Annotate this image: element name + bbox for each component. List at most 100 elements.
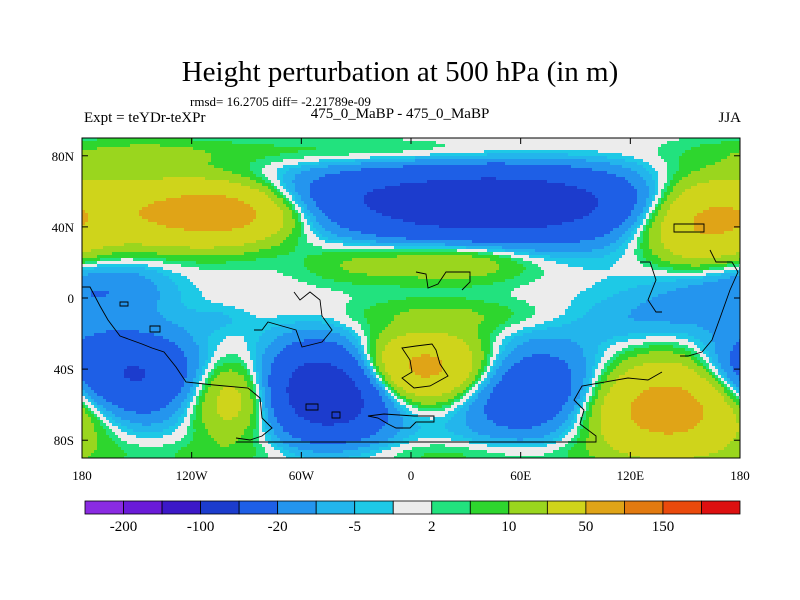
field-cell <box>463 186 466 189</box>
field-cell <box>556 174 559 177</box>
field-cell <box>469 201 472 204</box>
field-cell <box>322 204 325 207</box>
field-cell <box>607 180 610 183</box>
field-cell <box>361 150 364 153</box>
field-cell <box>472 147 475 150</box>
field-cell <box>463 177 466 180</box>
field-cell <box>475 195 478 198</box>
field-cell <box>406 156 409 159</box>
field-cell <box>163 189 166 192</box>
field-cell <box>694 138 697 141</box>
field-cell <box>262 162 265 165</box>
field-cell <box>418 174 421 177</box>
field-cell <box>709 138 712 141</box>
field-cell <box>688 147 691 150</box>
field-cell <box>541 177 544 180</box>
field-cell <box>130 192 133 195</box>
field-cell <box>613 138 616 141</box>
field-cell <box>82 153 85 156</box>
field-cell <box>646 147 649 150</box>
field-cell <box>685 141 688 144</box>
field-cell <box>637 141 640 144</box>
field-cell <box>118 165 121 168</box>
field-cell <box>544 138 547 141</box>
field-cell <box>133 195 136 198</box>
field-cell <box>157 180 160 183</box>
field-cell <box>577 165 580 168</box>
field-cell <box>355 171 358 174</box>
field-cell <box>535 162 538 165</box>
field-cell <box>511 147 514 150</box>
field-cell <box>514 150 517 153</box>
field-cell <box>646 153 649 156</box>
field-cell <box>397 177 400 180</box>
field-cell <box>430 180 433 183</box>
field-cell <box>391 204 394 207</box>
field-cell <box>256 150 259 153</box>
field-cell <box>259 180 262 183</box>
field-cell <box>163 180 166 183</box>
field-cell <box>232 150 235 153</box>
field-cell <box>439 168 442 171</box>
field-cell <box>508 153 511 156</box>
field-cell <box>547 195 550 198</box>
field-cell <box>643 168 646 171</box>
field-cell <box>511 183 514 186</box>
field-cell <box>367 144 370 147</box>
field-cell <box>85 195 88 198</box>
field-cell <box>607 156 610 159</box>
field-cell <box>589 177 592 180</box>
field-cell <box>154 153 157 156</box>
field-cell <box>469 171 472 174</box>
field-cell <box>412 174 415 177</box>
field-cell <box>124 177 127 180</box>
field-cell <box>175 144 178 147</box>
field-cell <box>97 186 100 189</box>
field-cell <box>493 141 496 144</box>
field-cell <box>343 174 346 177</box>
field-cell <box>190 162 193 165</box>
field-cell <box>664 165 667 168</box>
field-cell <box>313 159 316 162</box>
field-cell <box>160 156 163 159</box>
field-cell <box>625 138 628 141</box>
field-cell <box>172 153 175 156</box>
field-cell <box>268 183 271 186</box>
field-cell <box>214 192 217 195</box>
field-cell <box>313 156 316 159</box>
field-cell <box>232 201 235 204</box>
field-cell <box>448 204 451 207</box>
field-cell <box>442 165 445 168</box>
field-cell <box>547 171 550 174</box>
field-cell <box>358 144 361 147</box>
field-cell <box>163 201 166 204</box>
field-cell <box>433 141 436 144</box>
field-cell <box>241 150 244 153</box>
field-cell <box>661 147 664 150</box>
field-cell <box>238 192 241 195</box>
field-cell <box>604 192 607 195</box>
field-cell <box>445 177 448 180</box>
field-cell <box>724 183 727 186</box>
field-cell <box>424 144 427 147</box>
field-cell <box>226 153 229 156</box>
field-cell <box>676 198 679 201</box>
field-cell <box>103 150 106 153</box>
field-cell <box>709 165 712 168</box>
field-cell <box>454 168 457 171</box>
field-cell <box>262 177 265 180</box>
field-cell <box>532 192 535 195</box>
field-cell <box>415 141 418 144</box>
field-cell <box>610 186 613 189</box>
field-cell <box>103 198 106 201</box>
field-cell <box>199 165 202 168</box>
field-cell <box>619 171 622 174</box>
field-cell <box>475 147 478 150</box>
field-cell <box>238 165 241 168</box>
field-cell <box>613 195 616 198</box>
field-cell <box>709 177 712 180</box>
field-cell <box>679 168 682 171</box>
field-cell <box>205 183 208 186</box>
field-cell <box>322 159 325 162</box>
field-cell <box>373 183 376 186</box>
